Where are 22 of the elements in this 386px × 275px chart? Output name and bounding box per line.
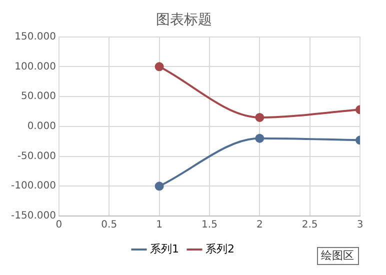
- legend-label: 系列1: [150, 242, 179, 256]
- point: [154, 62, 164, 72]
- chart-title: 图表标题: [156, 12, 212, 28]
- y-tick-label: 0.000: [27, 120, 56, 132]
- text: 绘图区: [321, 248, 354, 262]
- point: [154, 182, 164, 191]
- x-tick-label: 2.5: [302, 220, 318, 231]
- x-tick-label: 3: [356, 220, 364, 231]
- point: [255, 112, 264, 122]
- point: [255, 134, 264, 143]
- x-tick-label: 1: [156, 220, 162, 231]
- x-tick-label: 0: [56, 220, 62, 231]
- x-tick-label: 1.5: [202, 220, 218, 231]
- y-tick-label: 50.000: [20, 91, 56, 102]
- y-tick-label: -50.000: [17, 150, 56, 162]
- y-tick-label: -100.000: [10, 180, 56, 192]
- legend-label: 系列2: [206, 242, 234, 256]
- y-tick-label: 150.000: [14, 31, 56, 42]
- y-tick-label: -150.000: [10, 210, 56, 222]
- x-tick-label: 0.5: [101, 220, 118, 231]
- x-tick-label: 2: [256, 220, 263, 231]
- y-tick-label: 100.000: [14, 61, 56, 72]
